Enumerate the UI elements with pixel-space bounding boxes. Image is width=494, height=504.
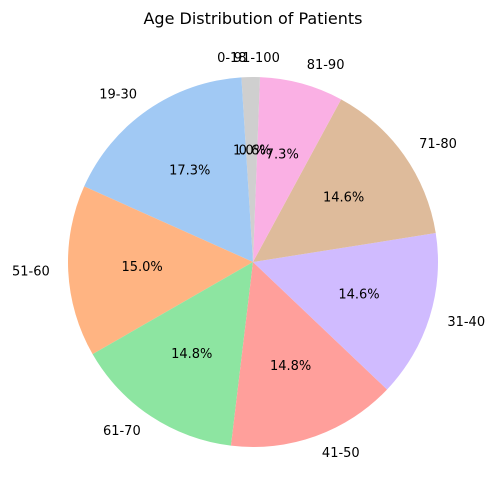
percent-label-51-60: 15.0% [121, 260, 162, 275]
percent-label-71-80: 14.6% [323, 190, 364, 205]
category-label-0-18: 0-18 [217, 51, 247, 66]
category-label-19-30: 19-30 [99, 87, 137, 102]
percent-label-81-90: 7.3% [266, 147, 299, 162]
percent-labels: 1.0% 17.3% 15.0% 14.8% 14.8% 14.6% 14.6% 7.3%0.… [121, 144, 379, 374]
category-labels: 0-18 19-30 51-60 61-70 41-50 31-40 71-80 81-90 9… [12, 51, 485, 461]
category-label-71-80: 71-80 [419, 137, 457, 152]
pie-slices [67, 77, 438, 447]
percent-label-0-18: 1.0% [233, 144, 266, 159]
pie-slice-41-50 [230, 262, 388, 447]
pie-slice-0-18 [241, 77, 253, 262]
category-label-81-90: 81-90 [307, 58, 345, 73]
category-label-91-100: 91-100 [234, 51, 280, 66]
pie-slice-19-30 [84, 77, 253, 263]
percent-label-41-50: 14.8% [270, 359, 311, 374]
pie-slice-91-100 [253, 77, 260, 262]
category-label-41-50: 41-50 [322, 446, 360, 461]
percent-label-31-40: 14.6% [338, 287, 379, 302]
chart-title: Age Distribution of Patients [143, 9, 362, 28]
category-label-31-40: 31-40 [447, 315, 485, 330]
percent-label-19-30: 17.3% [169, 163, 210, 178]
category-label-61-70: 61-70 [103, 424, 141, 439]
pie-slice-71-80 [253, 99, 436, 263]
pie-slice-81-90 [253, 77, 342, 263]
pie-slice-61-70 [92, 262, 253, 446]
percent-label-61-70: 14.8% [171, 347, 212, 362]
percent-label-91-100: 0.6% [239, 144, 272, 159]
pie-slice-51-60 [67, 186, 253, 355]
pie-slice-31-40 [253, 233, 438, 390]
category-label-51-60: 51-60 [12, 265, 50, 280]
